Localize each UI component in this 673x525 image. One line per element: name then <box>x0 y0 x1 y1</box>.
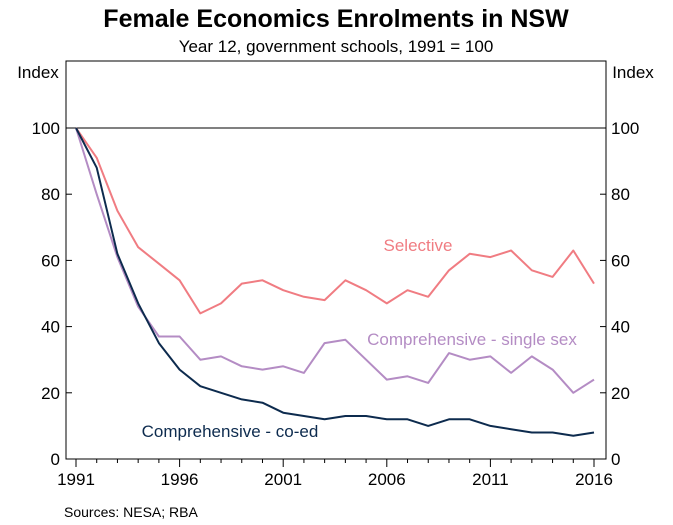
y-tick-label-left: 40 <box>41 318 60 337</box>
y-tick-label-right: 100 <box>611 119 639 138</box>
series-line-selective <box>75 127 595 315</box>
y-tick-label-right: 80 <box>611 185 630 204</box>
x-tick-label: 1991 <box>57 470 95 489</box>
series-label-single-sex: Comprehensive - single sex <box>367 330 577 349</box>
y-tick-label-left: 100 <box>32 119 60 138</box>
y-tick-label-left: 0 <box>51 450 60 469</box>
y-tick-label-left: 60 <box>41 251 60 270</box>
plot-frame <box>65 60 607 460</box>
y-tick-label-right: 0 <box>611 450 620 469</box>
x-tick-label: 1996 <box>161 470 199 489</box>
y-axis-label-left: Index <box>17 63 59 82</box>
y-tick-label-right: 40 <box>611 318 630 337</box>
x-tick-label: 2001 <box>264 470 302 489</box>
series-line-single-sex <box>75 127 595 394</box>
y-tick-label-right: 20 <box>611 384 630 403</box>
source-note: Sources: NESA; RBA <box>64 504 198 520</box>
chart-title: Female Economics Enrolments in NSW <box>103 5 569 33</box>
y-tick-label-left: 80 <box>41 185 60 204</box>
series-label-co-ed: Comprehensive - co-ed <box>142 422 319 441</box>
y-tick-label-right: 60 <box>611 251 630 270</box>
y-axis-label-right: Index <box>612 63 654 82</box>
x-tick-label: 2006 <box>368 470 406 489</box>
x-tick-label: 2011 <box>472 470 509 489</box>
chart-subtitle: Year 12, government schools, 1991 = 100 <box>179 37 494 56</box>
series-label-selective: Selective <box>384 236 453 255</box>
y-tick-label-left: 20 <box>41 384 60 403</box>
x-tick-label: 2016 <box>575 470 613 489</box>
series-line-co-ed <box>75 127 595 437</box>
